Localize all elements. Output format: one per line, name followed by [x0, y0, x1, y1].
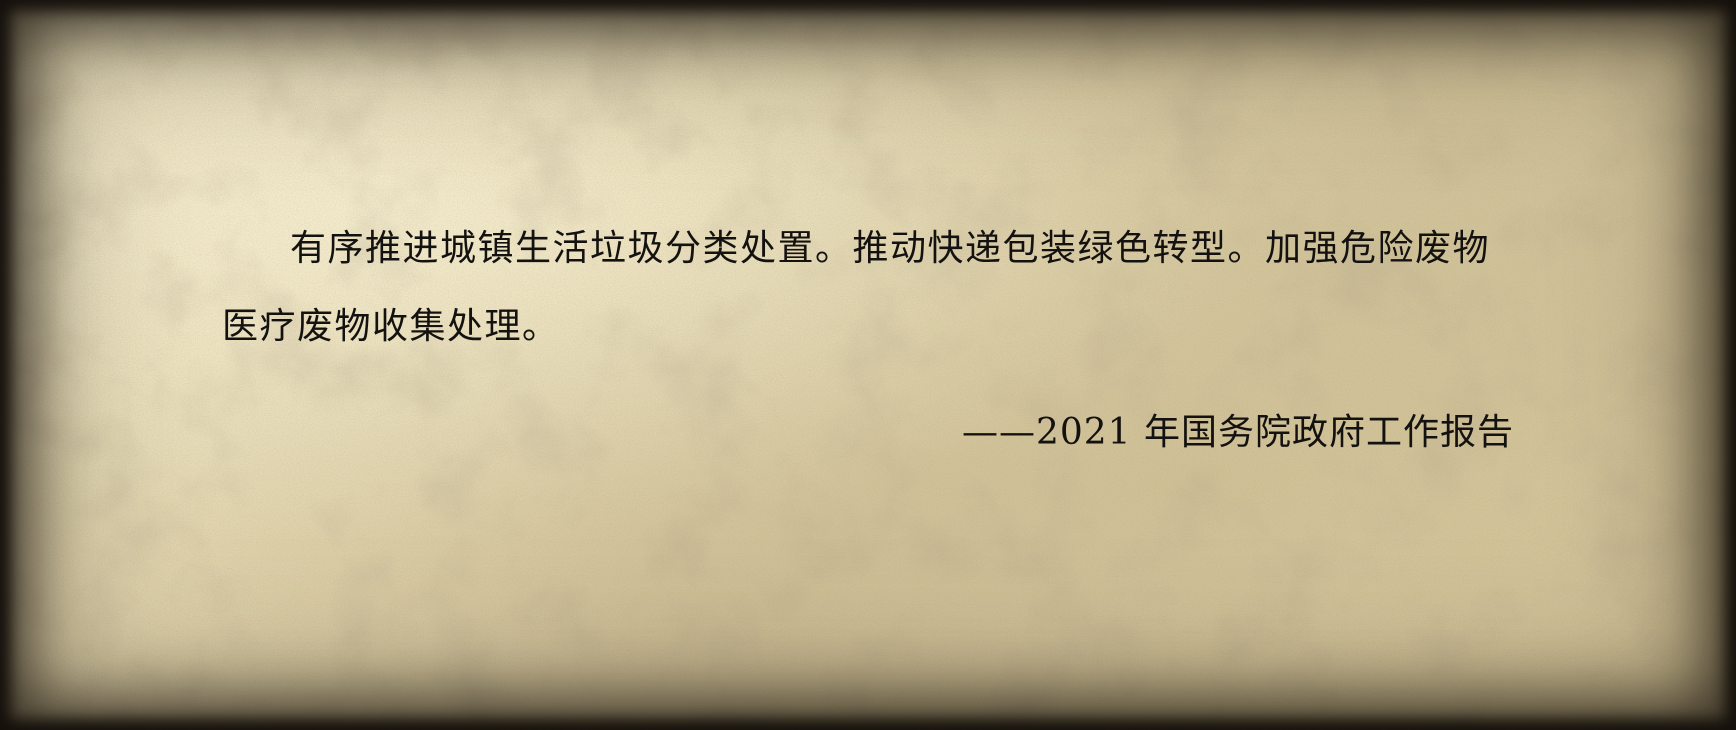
quote-block: 有序推进城镇生活垃圾分类处置。推动快递包装绿色转型。加强危险废物医疗废物收集处理…	[222, 210, 1522, 366]
quote-source: ——2021 年国务院政府工作报告	[961, 412, 1514, 453]
quote-text: 有序推进城镇生活垃圾分类处置。推动快递包装绿色转型。加强危险废物医疗废物收集处理…	[222, 228, 1491, 347]
